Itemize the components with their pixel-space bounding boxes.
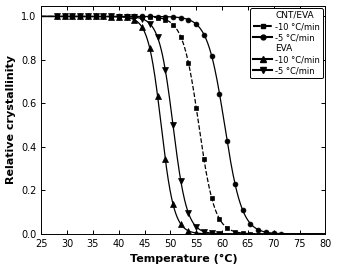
X-axis label: Temperature (°C): Temperature (°C) — [129, 254, 237, 264]
Y-axis label: Relative crystallinity: Relative crystallinity — [5, 55, 16, 184]
Legend: CNT/EVA, -10 °C/min, -5 °C/min, EVA, -10 °C/min, -5 °C/min: CNT/EVA, -10 °C/min, -5 °C/min, EVA, -10… — [250, 8, 323, 78]
